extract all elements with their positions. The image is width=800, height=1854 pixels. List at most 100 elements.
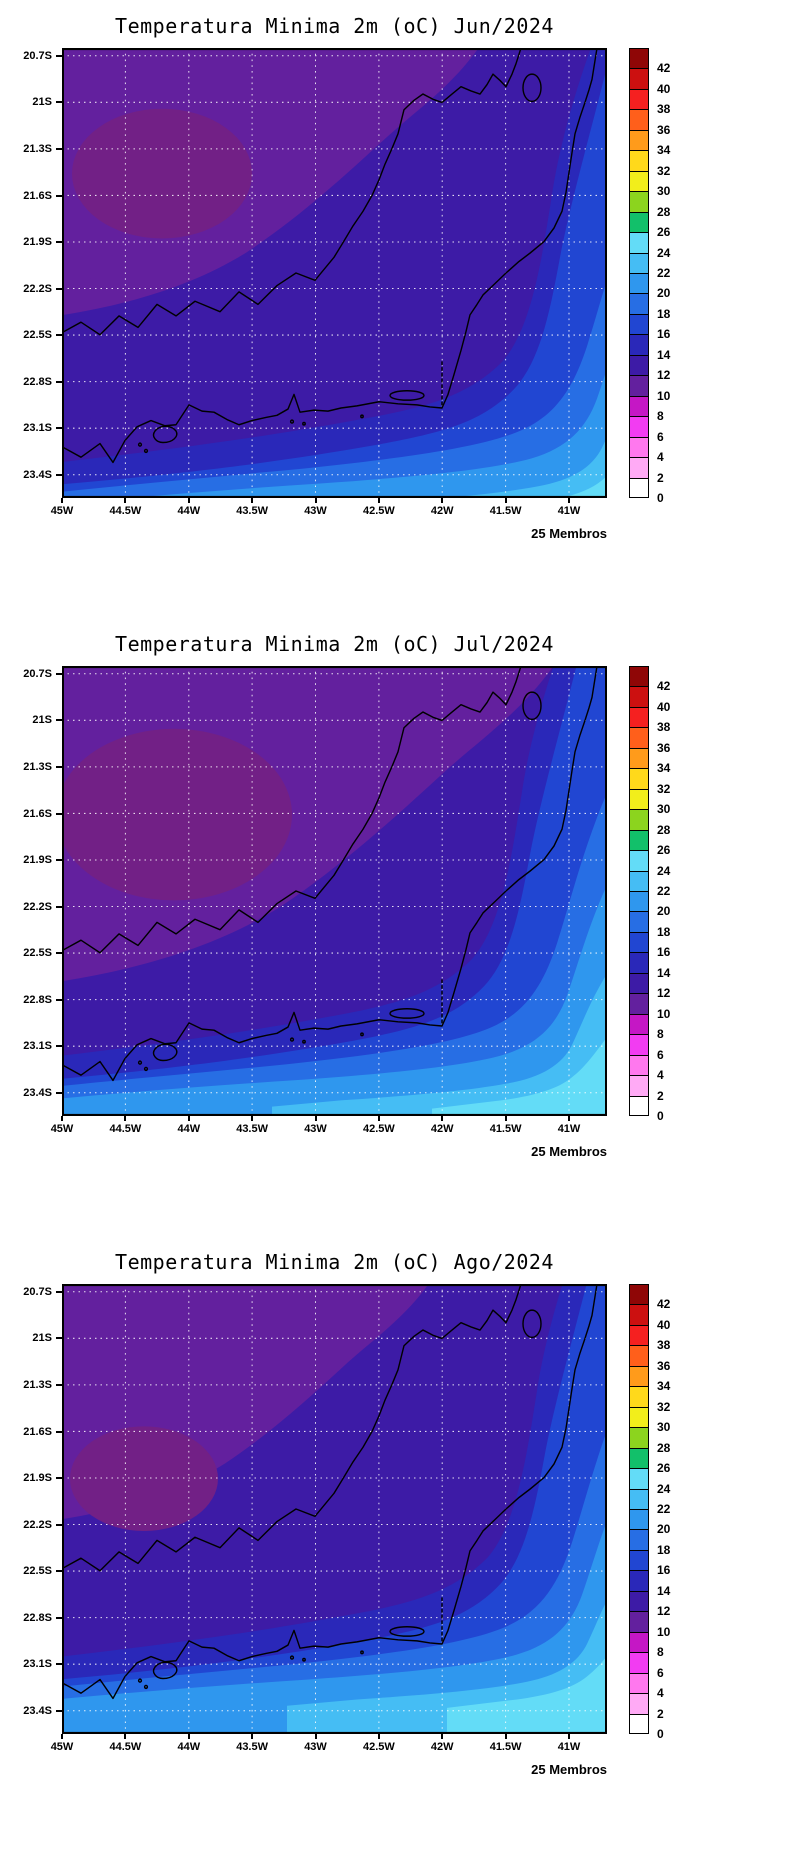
colorbar-swatch [629, 395, 649, 418]
colorbar-label: 20 [657, 286, 671, 301]
colorbar-label: 38 [657, 102, 671, 117]
lat-tick [56, 287, 62, 290]
lon-axis: 45W 44.5W 44W 43.5W 43W 42.5W 42W 41.5W 41W [51, 1116, 607, 1138]
coastline [62, 48, 598, 464]
panel-title: Temperatura Minima 2m (oC) Jul/2024 [115, 632, 554, 656]
coastline [62, 666, 598, 1082]
islet [360, 414, 364, 419]
colorbar-label: 14 [657, 1583, 671, 1598]
lon-tick [504, 1734, 507, 1739]
colorbar-label: 14 [657, 347, 671, 362]
lat-tick [56, 194, 62, 197]
colorbar-swatch [629, 1324, 649, 1347]
lat-tick-label: 22.8S [23, 993, 52, 1006]
lat-tick [56, 473, 62, 476]
colorbar-label: 32 [657, 1399, 671, 1414]
islet [302, 1657, 306, 1662]
colorbar-swatch [629, 252, 649, 274]
colorbar-label: 34 [657, 1379, 671, 1394]
colorbar-label: 24 [657, 1481, 671, 1496]
colorbar-label: 26 [657, 225, 671, 240]
lat-tick-label: 21.6S [23, 189, 52, 202]
lon-axis: 45W 44.5W 44W 43.5W 43W 42.5W 42W 41.5W 41W [51, 1734, 607, 1756]
colorbar-label: 24 [657, 245, 671, 260]
colorbar-label: 14 [657, 965, 671, 980]
panel-title: Temperatura Minima 2m (oC) Ago/2024 [115, 1250, 554, 1274]
border-loop [522, 691, 542, 721]
coast-path [62, 1284, 598, 1700]
lat-tick-label: 23.4S [23, 1086, 52, 1099]
colorbar-swatch [629, 293, 649, 315]
lon-tick-label: 42.5W [362, 1123, 395, 1135]
colorbar-swatch [629, 1652, 649, 1674]
lon-tick [377, 498, 380, 503]
lon-tick-label: 44W [177, 1123, 201, 1135]
colorbar-swatch [629, 911, 649, 933]
colorbar-label: 30 [657, 1420, 671, 1435]
colorbar-label: 10 [657, 1624, 671, 1639]
lon-tick [504, 1116, 507, 1121]
islet [302, 1039, 306, 1044]
colorbar-swatch [629, 706, 649, 729]
lat-tick [56, 1523, 62, 1526]
colorbar-label: 28 [657, 1440, 671, 1455]
lon-tick [314, 1116, 317, 1121]
lon-tick [124, 498, 127, 503]
islet [143, 448, 149, 454]
colorbar-label: 0 [657, 1109, 664, 1123]
colorbar-label: 30 [657, 802, 671, 817]
colorbar-swatch [629, 375, 649, 397]
colorbar-label: 18 [657, 306, 671, 321]
lon-tick [377, 1116, 380, 1121]
lon-tick [124, 1734, 127, 1739]
colorbar-label: 34 [657, 143, 671, 158]
lon-tick-label: 42W [430, 505, 454, 517]
lat-tick-label: 21.3S [23, 760, 52, 773]
colorbar-label: 22 [657, 884, 671, 898]
colorbar-swatch [629, 891, 649, 913]
lat-tick [56, 859, 62, 861]
colorbar-swatch [629, 1549, 649, 1572]
lat-tick [56, 54, 62, 57]
lat-tick [56, 1045, 62, 1048]
lon-tick-label: 44.5W [109, 1123, 142, 1135]
colorbar-label: 0 [657, 491, 664, 505]
colorbar-swatch [629, 809, 649, 831]
border-loop [522, 1309, 542, 1339]
colorbar-swatch [629, 1365, 649, 1388]
colorbar-swatch [629, 232, 649, 254]
lon-tick-label: 43W [304, 1741, 327, 1753]
colorbar-swatch [629, 1427, 649, 1449]
colorbar-swatch [629, 1447, 649, 1470]
lat-tick-label: 22.5S [23, 947, 52, 960]
warm-layers [62, 48, 607, 498]
lat-tick [56, 812, 62, 815]
plot-row: 20.7S 21S 21.3S 21.6S 21.9S 22.2S 22.5S 22.8S 23… [0, 666, 800, 1159]
colorbar-label: 28 [657, 822, 671, 837]
colorbar-label: 2 [657, 1088, 664, 1103]
lat-tick [56, 1616, 62, 1619]
colorbar-swatch [629, 1406, 649, 1429]
colorbar-label: 32 [657, 781, 671, 796]
colorbar: 42 40 38 36 34 32 30 28 26 24 22 20 18 16 14 12 10 8 6 4 2 0 [629, 666, 693, 1123]
map-frame [62, 48, 607, 498]
lon-tick-label: 41.5W [489, 505, 522, 517]
map-column: 45W 44.5W 44W 43.5W 43W 42.5W 42W 41.5W 41W 25 M… [51, 48, 607, 541]
islet [289, 419, 295, 424]
lon-tick [61, 1734, 63, 1739]
lon-tick-label: 41.5W [489, 1741, 522, 1753]
state-border-path [62, 48, 522, 336]
colorbar-label: 42 [657, 1297, 671, 1312]
colorbar-swatch [629, 1693, 649, 1715]
lat-tick [56, 1477, 62, 1479]
islet [143, 1684, 149, 1690]
lat-tick-label: 21S [32, 96, 52, 109]
lat-tick-label: 21.3S [23, 1378, 52, 1391]
lon-tick [568, 1734, 570, 1739]
temperature-map [62, 48, 607, 498]
warm-layers [62, 1284, 607, 1734]
lon-tick [251, 498, 254, 503]
lon-tick [441, 498, 444, 503]
lat-tick-label: 20.7S [23, 1285, 52, 1298]
